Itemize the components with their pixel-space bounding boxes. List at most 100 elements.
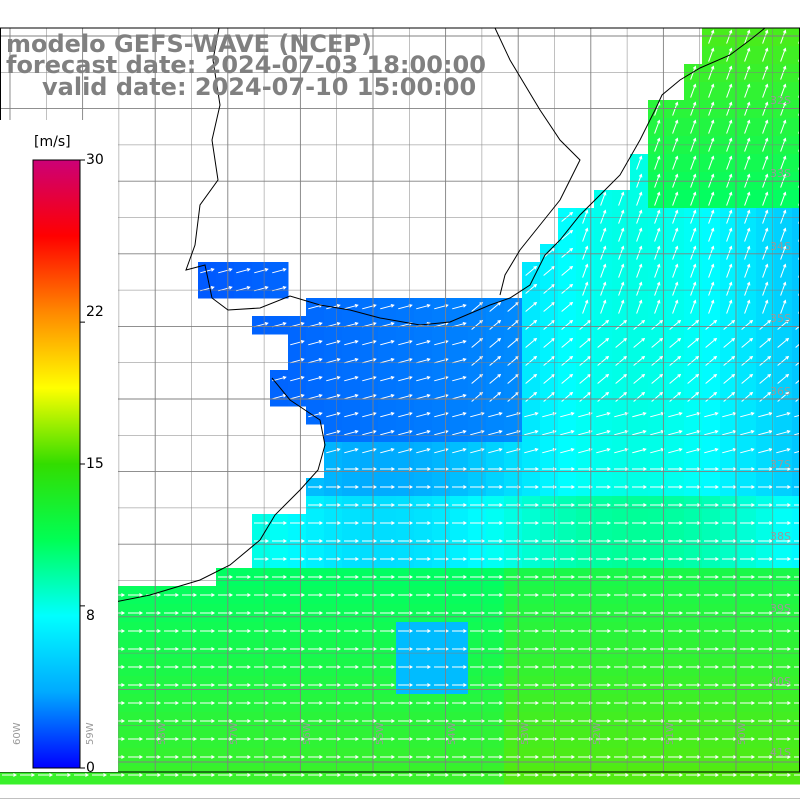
wind-arrow (218, 683, 234, 687)
wind-arrow (416, 593, 432, 597)
wind-arrow (362, 719, 378, 723)
wind-arrow (380, 755, 396, 759)
wind-arrow (741, 319, 754, 330)
wind-arrow (596, 467, 612, 471)
wind-arrow (182, 611, 198, 615)
wind-arrow (488, 629, 504, 633)
wind-arrow (452, 467, 468, 471)
wind-arrow (272, 539, 288, 543)
wind-arrow (200, 737, 216, 741)
wind-arrow (308, 593, 324, 597)
wind-arrow (726, 281, 733, 296)
wind-arrow (794, 666, 800, 668)
wind-arrow (686, 521, 702, 525)
colorbar-tick-30: 30 (86, 152, 104, 168)
wind-arrow (740, 701, 756, 705)
wind-arrow (290, 593, 306, 597)
wind-arrow (398, 665, 414, 669)
wind-arrow (596, 683, 612, 687)
wind-arrow (326, 521, 342, 525)
lat-label-34s: 34S (770, 240, 791, 253)
wind-arrow (524, 539, 540, 543)
wind-arrow (741, 337, 754, 348)
wind-cell (792, 154, 800, 173)
wind-arrow (650, 737, 666, 741)
wind-arrow (182, 773, 198, 777)
lat-label-41s: 41S (770, 746, 791, 759)
wind-arrow (344, 755, 360, 759)
wind-arrow (614, 447, 629, 454)
wind-arrow (776, 485, 792, 489)
wind-arrow (758, 521, 774, 525)
wind-arrow (560, 683, 576, 687)
wind-arrow (780, 263, 787, 278)
wind-arrow (708, 299, 715, 314)
wind-arrow (236, 593, 252, 597)
wind-arrow (488, 485, 504, 489)
wind-arrow (758, 411, 773, 418)
wind-arrow (74, 773, 90, 777)
wind-arrow (200, 719, 216, 723)
wind-arrow (344, 375, 359, 382)
wind-arrow (578, 629, 594, 633)
wind-arrow (582, 227, 589, 242)
wind-arrow (506, 773, 522, 777)
wind-arrow (542, 755, 558, 759)
wind-arrow (744, 155, 751, 170)
wind-arrow (380, 539, 396, 543)
wind-arrow (744, 83, 751, 98)
wind-arrow (794, 576, 800, 578)
wind-arrow (326, 503, 342, 507)
wind-arrow (794, 612, 800, 614)
wind-arrow (758, 647, 774, 651)
wind-arrow (2, 773, 18, 777)
wind-arrow (704, 557, 720, 561)
wind-arrow (452, 411, 467, 418)
wind-arrow (794, 594, 800, 596)
wind-arrow (776, 557, 792, 561)
wind-arrow (398, 467, 414, 471)
wind-arrow (654, 245, 661, 260)
wind-arrow (762, 227, 769, 242)
wind-arrow (686, 683, 702, 687)
wind-arrow (762, 47, 769, 62)
wind-arrow (614, 411, 629, 418)
wind-arrow (596, 411, 611, 418)
wind-arrow (488, 411, 503, 418)
wind-arrow (146, 737, 162, 741)
wind-arrow (200, 701, 216, 705)
wind-arrow (236, 575, 252, 579)
wind-arrow (654, 209, 661, 224)
wind-arrow (651, 337, 664, 348)
wind-arrow (762, 65, 769, 80)
wind-arrow (704, 411, 719, 418)
wind-arrow (326, 429, 341, 436)
wind-arrow (668, 701, 684, 705)
wind-arrow (669, 355, 682, 366)
wind-arrow (740, 429, 755, 436)
wind-arrow (290, 629, 306, 633)
lon-label-55w: 55W (375, 722, 386, 745)
wind-arrow (452, 575, 468, 579)
wind-arrow (218, 701, 234, 705)
wind-arrow (452, 539, 468, 543)
wind-arrow (326, 701, 342, 705)
wind-arrow (758, 665, 774, 669)
wind-arrow (344, 557, 360, 561)
wind-arrow (416, 485, 432, 489)
wind-arrow (398, 611, 414, 615)
wind-arrow (362, 375, 377, 382)
wind-arrow (290, 557, 306, 561)
wind-arrow (452, 647, 468, 651)
wind-arrow (776, 575, 792, 579)
wind-arrow (525, 355, 538, 366)
wind-arrow (740, 521, 756, 525)
wind-arrow (525, 373, 538, 384)
wind-arrow (416, 521, 432, 525)
wind-arrow (654, 155, 661, 170)
wind-arrow (578, 755, 594, 759)
wind-arrow (182, 593, 198, 597)
wind-arrow (669, 391, 682, 402)
wind-arrow (326, 557, 342, 561)
wind-arrow (690, 119, 697, 134)
